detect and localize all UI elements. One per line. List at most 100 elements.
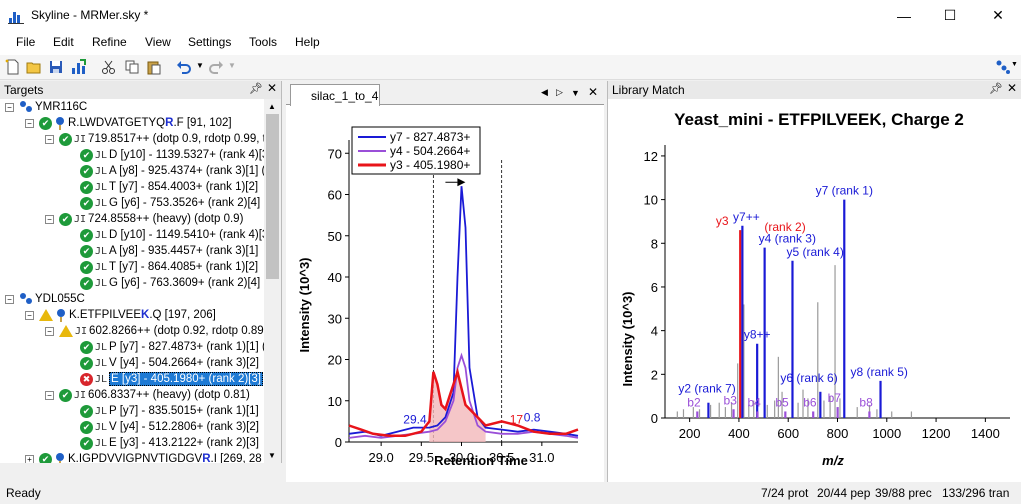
chrom-y-axis-title: Intensity (10^3) [297, 257, 312, 352]
tab-silac[interactable]: silac_1_to_4 [290, 84, 380, 106]
menu-file[interactable]: File [16, 35, 36, 49]
tree-label: YMR116C [35, 101, 88, 113]
window-title: Skyline - MRMer.sky * [31, 8, 149, 22]
lib-y-axis-title: Intensity (10^3) [620, 291, 635, 386]
minimize-button[interactable]: — [897, 7, 911, 24]
tree-row[interactable]: ✔ JL G [y6] - 753.3526+ (rank 2)[4] [80, 195, 260, 211]
copy-icon[interactable] [124, 59, 140, 75]
tree-row[interactable]: ✔ JL G [y6] - 763.3609+ (rank 2)[4] [80, 275, 260, 291]
chrom-series-line[interactable] [348, 367, 579, 438]
tree-row[interactable]: − K.ETFPILVEEK.Q [197, 206] [25, 307, 216, 323]
tree-row[interactable]: − YMR116C [5, 99, 87, 115]
peaks-icon: JL [95, 341, 108, 353]
lib-x-tick-label: 1000 [872, 426, 901, 441]
menu-tools[interactable]: Tools [249, 35, 278, 49]
tree-row[interactable]: ✔ JL T [y7] - 854.4003+ (rank 1)[2] [80, 179, 258, 195]
tree-row[interactable]: − ✔ R.LWDVATGETYQR.F [91, 102] [25, 115, 232, 131]
scroll-down-icon[interactable]: ▼ [268, 451, 276, 460]
targets-header: Targets 📌︎ ✕ [0, 81, 281, 99]
peptide-library-icon [57, 309, 65, 322]
menu-refine[interactable]: Refine [92, 35, 127, 49]
tree-row[interactable]: ✔ JL A [y8] - 935.4457+ (rank 3)[1] [80, 243, 258, 259]
check-icon: ✔ [80, 404, 93, 418]
lib-x-tick-label: 200 [679, 426, 701, 441]
maximize-button[interactable]: ☐ [943, 7, 957, 23]
tree-row[interactable]: ✔ JL V [y4] - 512.2806+ (rank 3)[2] [80, 419, 259, 435]
tree-label: D [y10] - 1149.5410+ (rank 4)[3 [109, 229, 265, 241]
open-folder-icon[interactable] [26, 59, 42, 75]
tree-row[interactable]: − ✔ JI 724.8558++ (heavy) (dotp 0.9) [45, 211, 243, 227]
peptide-mode-icon[interactable] [995, 59, 1011, 75]
targets-tree[interactable]: − YMR116C − ✔ R.LWDVATGETYQR.F [91, 102]… [0, 99, 265, 463]
tab-label: silac_1_to_4 [311, 89, 379, 103]
library-spectrum-chart[interactable]: Yeast_mini - ETFPILVEEK, Charge 2 0 2 4 6 8 1… [608, 99, 1021, 482]
tree-row[interactable]: − YDL055C [5, 291, 85, 307]
paste-icon[interactable] [146, 59, 162, 75]
legend-entry[interactable]: y7 - 827.4873+ [390, 130, 470, 144]
close-window-button[interactable]: ✕ [992, 7, 1004, 23]
undo-icon[interactable] [176, 59, 192, 75]
scroll-thumb[interactable] [266, 114, 279, 279]
chrom-x-axis-title: Retention Time [434, 453, 528, 468]
peptide-library-icon [56, 117, 64, 130]
right-blue-label: 0.8 [524, 411, 541, 425]
peptide-library-icon [56, 453, 64, 463]
close-icon[interactable]: ✕ [1006, 81, 1017, 95]
peak-label: b8 [859, 395, 873, 409]
protein-icon [20, 293, 32, 304]
tree-row[interactable]: ✔ JL T [y7] - 864.4085+ (rank 1)[2] [80, 259, 258, 275]
save-icon[interactable] [48, 59, 64, 75]
undo-dropdown-icon[interactable]: ▼ [196, 61, 204, 70]
tree-label: YDL055C [35, 293, 85, 305]
warning-icon [39, 309, 53, 321]
tree-row-selected[interactable]: ✖ JL E [y3] - 405.1980+ (rank 2)[3] [80, 371, 263, 387]
peak-label: b3 [724, 393, 738, 407]
tree-label: 724.8558++ (heavy) (dotp 0.9) [88, 213, 244, 225]
tree-label: T [y7] - 864.4085+ (rank 1)[2] [109, 261, 259, 273]
redo-icon[interactable] [208, 59, 224, 75]
legend-entry[interactable]: y4 - 504.2664+ [390, 144, 470, 158]
menu-settings[interactable]: Settings [188, 35, 232, 49]
mode-dropdown-icon[interactable]: ▼ [1011, 61, 1018, 68]
tree-row[interactable]: ✔ JL V [y4] - 504.2664+ (rank 3)[2] [80, 355, 259, 371]
tree-row[interactable]: − ✔ JI 606.8337++ (heavy) (dotp 0.81) [45, 387, 250, 403]
tab-prev-icon[interactable]: ◀ [541, 87, 548, 97]
check-icon: ✔ [80, 196, 93, 210]
tree-row[interactable]: ✔ JL D [y10] - 1149.5410+ (rank 4)[3 [80, 227, 265, 243]
check-icon: ✔ [59, 212, 72, 226]
peaks-icon: JL [95, 165, 108, 177]
tree-label: T [y7] - 854.4003+ (rank 1)[2] [109, 181, 259, 193]
scroll-up-icon[interactable]: ▲ [268, 102, 276, 111]
tab-next-icon[interactable]: ▷ [556, 87, 563, 97]
new-file-icon[interactable] [5, 59, 21, 75]
pin-icon[interactable]: 📌︎ [249, 83, 263, 95]
tree-row[interactable]: ✔ JL P [y7] - 835.5015+ (rank 1)[1] [80, 403, 259, 419]
close-icon[interactable]: ✕ [266, 81, 277, 95]
redo-dropdown-icon[interactable]: ▼ [228, 61, 236, 70]
tree-row[interactable]: − JI 602.8266++ (dotp 0.92, rdotp 0.89, [45, 323, 265, 339]
status-prec: 39/88 prec [875, 486, 932, 500]
legend-entry[interactable]: y3 - 405.1980+ [390, 158, 470, 172]
menu-view[interactable]: View [145, 35, 171, 49]
menu-help[interactable]: Help [295, 35, 320, 49]
check-icon: ✔ [59, 132, 72, 146]
chrom-x-tick-label: 29.5 [409, 450, 434, 465]
tree-row[interactable]: ✔ JL A [y8] - 925.4374+ (rank 3)[1] ( [80, 163, 265, 179]
peaks-icon: JI [75, 325, 88, 337]
tab-menu-icon[interactable]: ▼ [571, 88, 580, 98]
close-icon[interactable]: ✕ [588, 85, 599, 99]
menu-edit[interactable]: Edit [53, 35, 74, 49]
cut-icon[interactable] [101, 59, 117, 75]
pin-icon[interactable]: 📌︎ [989, 83, 1003, 95]
import-icon[interactable] [71, 59, 87, 75]
targets-scrollbar[interactable]: ▲ ▼ [264, 99, 281, 463]
tree-row[interactable]: ✔ JL E [y3] - 413.2122+ (rank 2)[3] [80, 435, 259, 451]
tree-row[interactable]: − ✔ JI 719.8517++ (dotp 0.9, rdotp 0.99,… [45, 131, 265, 147]
tree-row[interactable]: + ✔ K.IGPDVVIGPNVTIGDGVR.I [269, 28 [25, 451, 262, 463]
tree-row[interactable]: ✔ JL P [y7] - 827.4873+ (rank 1)[1] ( [80, 339, 265, 355]
check-icon: ✔ [80, 356, 93, 370]
tree-row[interactable]: ✔ JL D [y10] - 1139.5327+ (rank 4)[3 [80, 147, 265, 163]
right-red-label: 17 [510, 413, 524, 427]
check-icon: ✔ [39, 116, 52, 130]
